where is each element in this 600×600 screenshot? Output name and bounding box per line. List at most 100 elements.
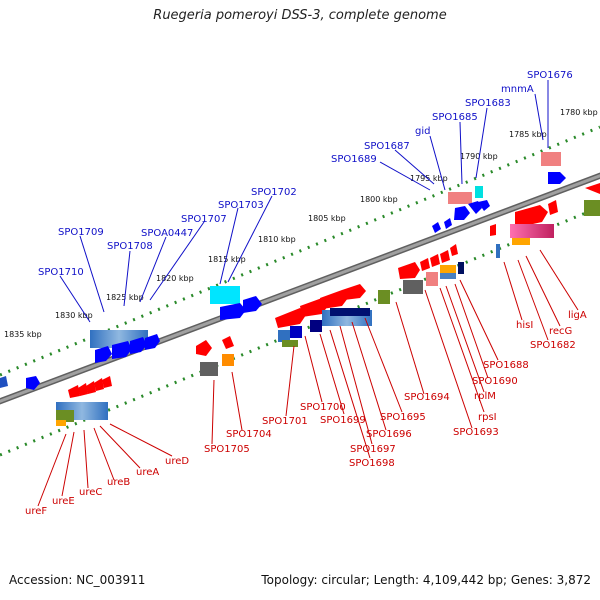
gene-label: SPO1683 bbox=[465, 98, 511, 109]
feature-block bbox=[584, 200, 600, 216]
scale-label: 1790 kbp bbox=[460, 152, 498, 161]
scale-label: 1835 kbp bbox=[4, 330, 42, 339]
gene-label: SPO1704 bbox=[226, 429, 272, 440]
gene-label: ureB bbox=[107, 477, 130, 488]
cds-arrow bbox=[548, 172, 566, 184]
cds-arrow bbox=[68, 385, 80, 398]
cds-arrow bbox=[585, 183, 600, 194]
gene-label: SPO1685 bbox=[432, 112, 478, 123]
gene-label: SPO1682 bbox=[530, 340, 576, 351]
cds-arrow bbox=[102, 376, 112, 388]
feature-block bbox=[56, 410, 74, 422]
feature-block bbox=[378, 290, 390, 304]
cds-arrow bbox=[440, 250, 450, 263]
cds-arrow bbox=[78, 383, 88, 396]
cds-arrow bbox=[95, 346, 112, 363]
cds-arrow bbox=[432, 222, 441, 233]
feature-block bbox=[496, 244, 500, 258]
cds-arrow bbox=[398, 262, 420, 279]
feature-block bbox=[222, 354, 234, 366]
cds-arrow bbox=[112, 341, 132, 359]
cds-arrow bbox=[454, 206, 470, 220]
scale-label: 1830 kbp bbox=[55, 311, 93, 320]
feature-block bbox=[56, 420, 66, 426]
cds-arrow bbox=[26, 376, 40, 390]
leader-lines bbox=[37, 80, 579, 507]
gene-label: SPO1699 bbox=[320, 415, 366, 426]
gene-label: SPO1700 bbox=[300, 402, 346, 413]
cds-arrow bbox=[320, 290, 348, 309]
gene-label: SPO1693 bbox=[453, 427, 499, 438]
cds-arrow bbox=[220, 303, 246, 320]
cds-arrow bbox=[468, 201, 482, 214]
scale-label: 1805 kbp bbox=[308, 214, 346, 223]
gene-label: ureF bbox=[25, 506, 47, 517]
feature-block bbox=[210, 286, 240, 304]
gene-label: SPO1705 bbox=[204, 444, 250, 455]
feature-block bbox=[510, 224, 554, 238]
cds-arrow bbox=[130, 337, 147, 354]
cds-arrow bbox=[430, 254, 440, 267]
cds-arrow bbox=[342, 284, 366, 300]
gene-label: SPO1696 bbox=[366, 429, 412, 440]
feature-block bbox=[458, 262, 464, 274]
gene-label: SPO1687 bbox=[364, 141, 410, 152]
scale-label: 1780 kbp bbox=[560, 108, 598, 117]
cds-arrow bbox=[548, 200, 558, 215]
cds-arrow bbox=[86, 381, 96, 394]
scale-label: 1820 kbp bbox=[156, 274, 194, 283]
cds-arrow bbox=[420, 258, 430, 271]
reverse-gene-labels: ligA recG SPO1682 hisI SPO1688 SPO1690 r… bbox=[25, 310, 587, 517]
cds-arrow bbox=[515, 205, 548, 228]
backbone bbox=[0, 172, 600, 405]
cds-arrow bbox=[94, 378, 104, 391]
scale-label: 1800 kbp bbox=[360, 195, 398, 204]
gene-label: SPO1697 bbox=[350, 444, 396, 455]
feature-block bbox=[310, 320, 322, 332]
map-title: Ruegeria pomeroyi DSS-3, complete genome bbox=[153, 8, 447, 23]
gene-label: SPO1703 bbox=[218, 200, 264, 211]
gene-label: SPO1708 bbox=[107, 241, 153, 252]
scale-label: 1785 kbp bbox=[509, 130, 547, 139]
feature-block bbox=[278, 330, 290, 342]
gene-label: recG bbox=[549, 326, 572, 337]
gene-label: SPO1701 bbox=[262, 416, 308, 427]
cds-arrow bbox=[222, 336, 234, 349]
feature-block bbox=[200, 362, 218, 376]
cds-arrow bbox=[196, 340, 212, 356]
cds-arrow bbox=[490, 224, 496, 236]
feature-block bbox=[426, 272, 438, 286]
feature-block bbox=[290, 326, 302, 338]
scale-labels: 1780 kbp 1785 kbp 1790 kbp 1795 kbp 1800… bbox=[4, 108, 598, 339]
gene-label: SPO1707 bbox=[181, 214, 227, 225]
cds-arrow bbox=[444, 218, 452, 229]
accession-text: Accession: NC_003911 bbox=[9, 573, 146, 587]
gene-label: SPO1709 bbox=[58, 227, 104, 238]
scale-label: 1815 kbp bbox=[208, 255, 246, 264]
gene-label: gid bbox=[415, 126, 430, 137]
genome-summary-text: Topology: circular; Length: 4,109,442 bp… bbox=[261, 573, 591, 587]
gene-label: SPO1698 bbox=[349, 458, 395, 469]
gene-label: SPO1702 bbox=[251, 187, 297, 198]
gene-label: rplM bbox=[474, 391, 496, 402]
cds-arrow bbox=[145, 334, 160, 350]
forward-gene-labels: SPO1676 mnmA SPO1683 SPO1685 gid SPO1687… bbox=[38, 70, 573, 278]
gene-label: SPO1690 bbox=[472, 376, 518, 387]
gene-label: SPO1694 bbox=[404, 392, 450, 403]
feature-block bbox=[440, 265, 456, 273]
gene-label: SPOA0447 bbox=[141, 228, 193, 239]
forward-features bbox=[0, 152, 566, 390]
gene-label: SPO1676 bbox=[527, 70, 573, 81]
gene-label: ureE bbox=[52, 496, 75, 507]
gene-label: ureA bbox=[136, 467, 159, 478]
gene-label: rpsI bbox=[478, 412, 497, 423]
feature-block bbox=[475, 186, 483, 198]
gene-label: mnmA bbox=[501, 84, 534, 95]
gene-label: SPO1710 bbox=[38, 267, 84, 278]
gene-label: ureC bbox=[79, 487, 102, 498]
feature-block bbox=[440, 273, 456, 279]
feature-block bbox=[403, 280, 423, 294]
gene-label: SPO1689 bbox=[331, 154, 377, 165]
feature-block bbox=[448, 192, 472, 204]
